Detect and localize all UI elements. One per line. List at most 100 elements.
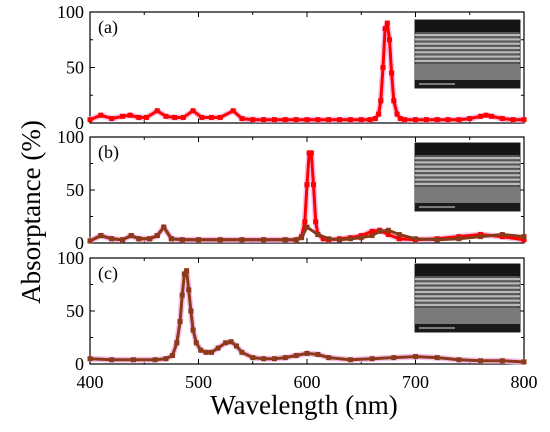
data-point <box>261 117 267 123</box>
data-point <box>239 237 245 243</box>
y-tick-label: 0 <box>75 233 84 253</box>
panel-2: 0 50 100 (b) <box>57 127 527 253</box>
x-tick-label: 500 <box>185 372 212 392</box>
data-point <box>128 233 134 239</box>
data-point <box>261 237 267 243</box>
data-point <box>377 228 383 234</box>
data-point <box>109 357 115 363</box>
panel-3: 0 50 100 (c) <box>57 248 527 374</box>
data-point <box>233 343 239 349</box>
data-point <box>478 234 484 240</box>
data-point <box>217 237 223 243</box>
x-tick-label: 800 <box>511 372 538 392</box>
data-point <box>174 340 180 346</box>
data-point <box>369 228 375 234</box>
series-1 <box>87 267 527 365</box>
data-point <box>382 26 388 32</box>
data-point <box>380 65 386 70</box>
data-point <box>282 117 288 123</box>
data-point <box>510 117 516 123</box>
data-point <box>147 236 153 242</box>
data-point <box>184 268 190 274</box>
data-point <box>209 114 215 120</box>
data-point <box>521 234 527 240</box>
panels: 0 50 100 (a) 0 50 100 (b) 0 50 100 (c) <box>57 2 527 374</box>
x-tick-labels: 400 500 600 700 800 <box>77 372 538 392</box>
data-point <box>199 114 205 120</box>
data-point <box>196 237 201 243</box>
data-point <box>369 233 375 239</box>
data-point <box>282 237 288 243</box>
data-point <box>434 355 440 361</box>
data-point <box>456 357 462 363</box>
data-point <box>397 116 403 122</box>
y-tick-label: 50 <box>66 180 84 200</box>
data-point <box>217 114 223 120</box>
data-point <box>179 292 185 298</box>
data-point <box>456 236 462 242</box>
data-point <box>293 237 299 243</box>
data-point <box>320 236 326 242</box>
data-point <box>413 236 418 242</box>
panel-label: (c) <box>98 263 118 284</box>
data-point <box>109 236 115 242</box>
data-point <box>478 358 484 364</box>
data-point <box>402 117 408 123</box>
data-point <box>499 358 505 364</box>
data-point <box>190 327 196 333</box>
data-point <box>130 357 136 363</box>
x-tick-label: 600 <box>294 372 321 392</box>
data-point <box>434 237 440 243</box>
data-point <box>169 353 175 359</box>
data-point <box>337 237 343 243</box>
data-point <box>423 117 429 123</box>
data-point <box>304 224 310 230</box>
data-point <box>87 238 93 244</box>
data-point <box>87 117 93 123</box>
data-point <box>396 232 402 238</box>
data-point <box>302 219 308 225</box>
data-point <box>326 355 332 361</box>
data-point <box>372 116 378 122</box>
data-point <box>347 117 353 123</box>
y-tick-label: 0 <box>75 354 84 374</box>
data-point <box>136 114 142 120</box>
data-point <box>299 235 305 241</box>
data-point <box>391 355 397 361</box>
data-point <box>120 237 126 243</box>
data-point <box>488 113 494 119</box>
data-point <box>313 219 319 225</box>
data-point <box>239 349 245 355</box>
data-point <box>384 20 390 26</box>
data-point <box>209 349 215 355</box>
data-point <box>203 349 209 355</box>
data-point <box>223 340 229 346</box>
data-point <box>413 117 418 123</box>
data-point <box>143 114 149 120</box>
data-point <box>304 117 310 123</box>
data-point <box>358 235 364 241</box>
data-point <box>467 116 473 122</box>
data-point <box>326 117 332 123</box>
data-point <box>120 113 126 119</box>
x-axis-label: Wavelength (nm) <box>210 390 398 420</box>
data-point <box>177 319 183 325</box>
data-point <box>389 70 395 76</box>
data-point <box>385 232 391 238</box>
panel-label: (b) <box>98 142 119 163</box>
data-point <box>378 98 384 104</box>
data-point <box>172 114 178 120</box>
data-point <box>396 236 402 242</box>
y-tick-label: 100 <box>57 2 84 22</box>
panel-label: (a) <box>98 17 118 38</box>
data-point <box>478 113 484 119</box>
sem-inset-image <box>414 263 521 333</box>
data-point <box>304 182 310 188</box>
data-point <box>271 356 277 362</box>
data-point <box>358 117 364 123</box>
data-point <box>163 113 169 119</box>
series-2 <box>87 224 527 244</box>
data-point <box>367 117 373 123</box>
data-point <box>315 117 321 123</box>
data-point <box>293 117 299 123</box>
